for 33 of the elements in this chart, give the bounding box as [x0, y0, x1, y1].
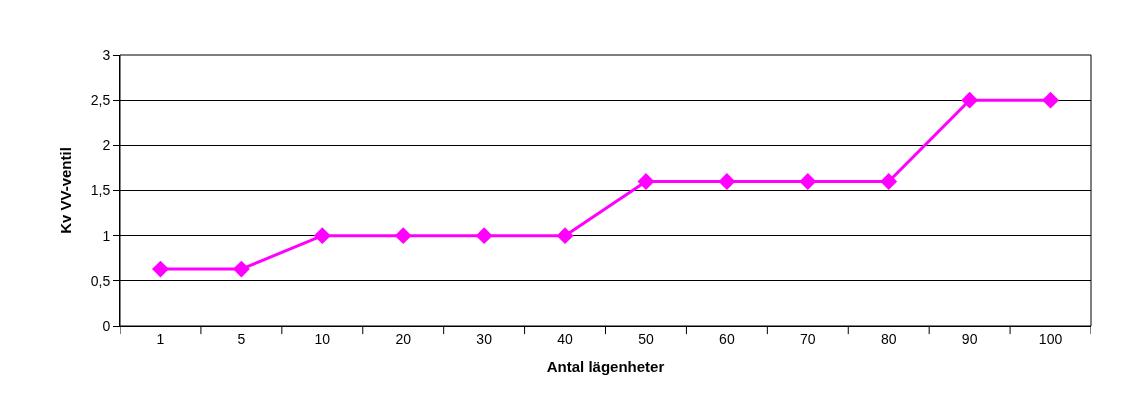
x-tick-label: 70 [800, 330, 816, 347]
x-tick-label: 60 [719, 330, 735, 347]
point [475, 227, 493, 245]
x-tick-label: 100 [1038, 330, 1063, 347]
x-tick-label: 10 [314, 330, 331, 347]
y-tick-label: 3 [102, 46, 111, 63]
x-tick-label: 40 [557, 330, 574, 347]
x-tick-label: 20 [395, 330, 412, 347]
point [1042, 91, 1059, 109]
y-tick-label: 0 [102, 317, 111, 334]
y-tick-label: 1 [102, 227, 111, 244]
y-tick-label: 2,5 [90, 92, 111, 109]
x-tick-label: 90 [961, 330, 978, 347]
point [313, 227, 331, 245]
point [394, 227, 412, 245]
x-tick-label: 1 [156, 330, 165, 347]
x-axis-title: Antal lägenheter [546, 357, 665, 375]
point [152, 260, 169, 278]
point [961, 91, 979, 109]
x-tick-label: 80 [880, 330, 897, 347]
point [718, 173, 736, 190]
point [637, 173, 655, 190]
y-tick-label: 1,5 [90, 182, 111, 199]
point [232, 260, 250, 278]
point [880, 173, 898, 190]
point [556, 227, 574, 245]
point [799, 173, 817, 190]
y-axis-title: Kv VV-ventil [56, 147, 74, 234]
x-tick-label: 30 [476, 330, 493, 347]
y-tick-label: 2 [102, 137, 111, 154]
x-tick-label: 5 [237, 330, 246, 347]
x-tick-label: 50 [638, 330, 654, 347]
y-tick-label: 0,5 [90, 272, 111, 289]
